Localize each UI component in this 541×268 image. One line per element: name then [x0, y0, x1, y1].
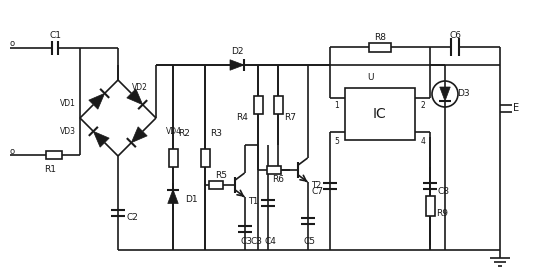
Text: R6: R6 — [272, 176, 284, 184]
Text: 2: 2 — [420, 102, 425, 110]
Text: R5: R5 — [215, 170, 227, 180]
Text: C5: C5 — [304, 237, 315, 247]
Text: R3: R3 — [210, 128, 222, 137]
Polygon shape — [89, 93, 104, 109]
Text: 5: 5 — [334, 136, 339, 146]
Text: C8: C8 — [437, 187, 449, 195]
Text: 1: 1 — [335, 102, 339, 110]
Text: C3: C3 — [250, 237, 262, 247]
Text: U: U — [367, 73, 373, 83]
Text: R7: R7 — [284, 114, 296, 122]
Bar — [254, 96, 262, 114]
Text: o: o — [9, 147, 15, 155]
Text: D2: D2 — [231, 47, 243, 57]
Text: T2: T2 — [311, 181, 321, 191]
Polygon shape — [94, 131, 109, 147]
Text: C7: C7 — [311, 187, 323, 195]
Bar — [168, 148, 177, 166]
Text: R2: R2 — [178, 128, 190, 137]
Text: R8: R8 — [374, 32, 386, 42]
Text: VD1: VD1 — [60, 99, 76, 109]
Text: 4: 4 — [420, 136, 425, 146]
Text: R9: R9 — [436, 209, 448, 218]
Text: E: E — [513, 103, 519, 113]
Text: VD4: VD4 — [166, 128, 182, 136]
Polygon shape — [127, 89, 143, 105]
Bar — [46, 151, 62, 159]
Text: T1: T1 — [248, 196, 258, 206]
Text: VD3: VD3 — [60, 128, 76, 136]
Bar — [369, 43, 391, 51]
Bar — [201, 148, 209, 166]
Text: R4: R4 — [236, 114, 248, 122]
Bar — [345, 88, 415, 140]
Text: C4: C4 — [264, 237, 276, 247]
Text: VD2: VD2 — [132, 84, 148, 92]
Text: C3: C3 — [241, 237, 253, 247]
Text: IC: IC — [373, 107, 387, 121]
Polygon shape — [440, 87, 450, 101]
Polygon shape — [230, 60, 244, 70]
Text: o: o — [9, 39, 15, 49]
Text: R1: R1 — [44, 165, 56, 173]
Bar — [426, 196, 434, 216]
Text: C2: C2 — [126, 214, 138, 222]
Text: D1: D1 — [184, 195, 197, 204]
Text: C6: C6 — [449, 31, 461, 39]
Text: C1: C1 — [49, 32, 61, 40]
Text: D3: D3 — [457, 90, 469, 99]
Polygon shape — [131, 127, 147, 143]
Bar — [209, 181, 223, 189]
Bar — [267, 166, 281, 174]
Polygon shape — [168, 189, 178, 203]
Bar — [274, 96, 282, 114]
